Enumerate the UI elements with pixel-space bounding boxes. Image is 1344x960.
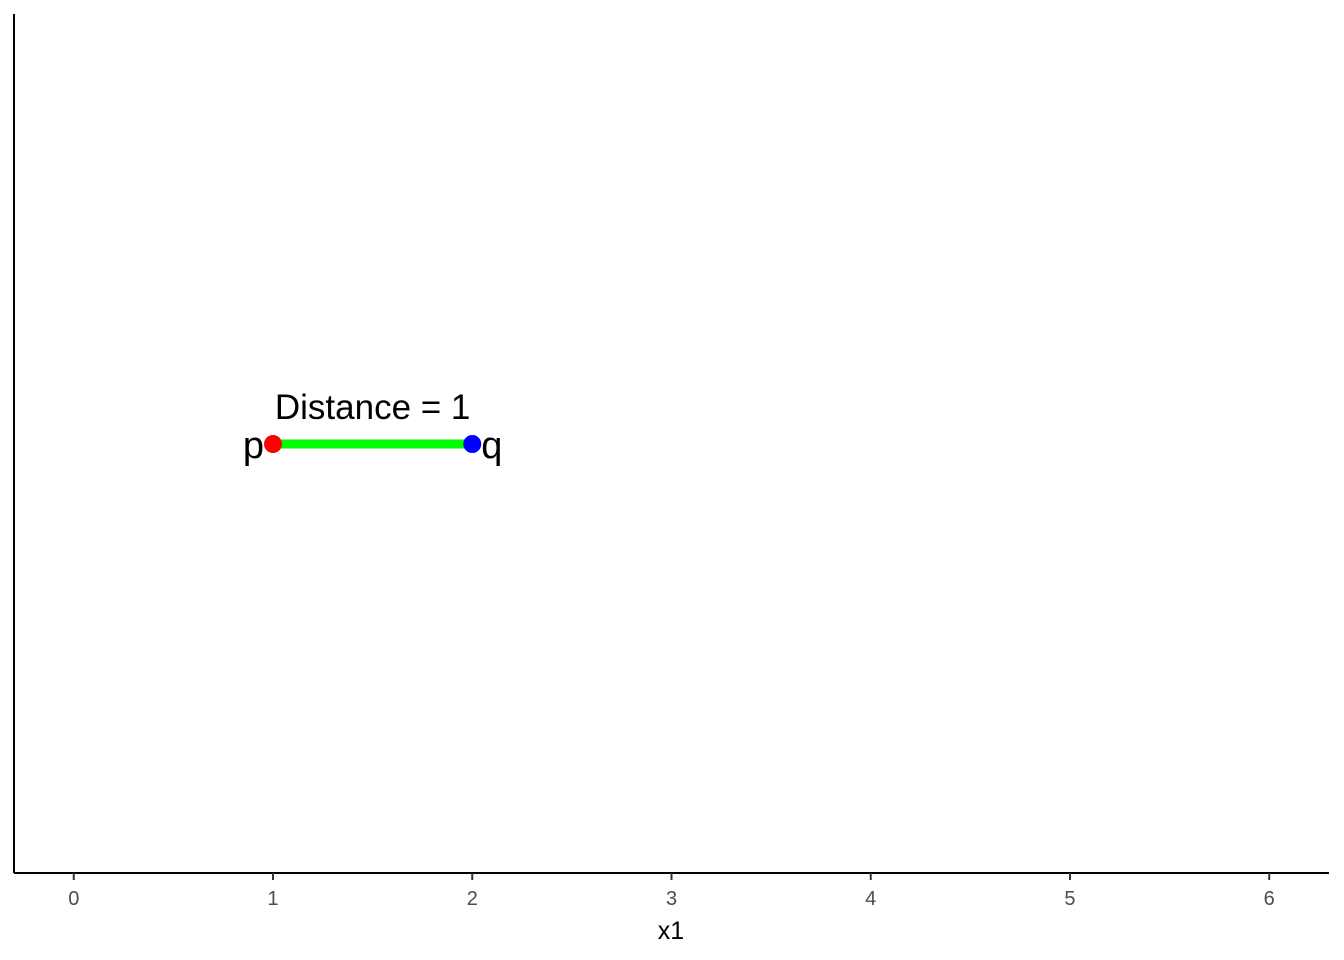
- x-tick-label: 0: [68, 888, 79, 910]
- distance-annotation: Distance = 1: [275, 388, 471, 427]
- x-axis-title: x1: [658, 917, 684, 945]
- x-axis-ticks: 0 1 2 3 4 5 6: [68, 873, 1275, 910]
- x-tick-label: 4: [865, 888, 876, 910]
- x-tick-label: 3: [666, 888, 677, 910]
- x-tick-label: 6: [1264, 888, 1275, 910]
- x-tick-label: 1: [267, 888, 278, 910]
- point-label-q: q: [481, 425, 502, 467]
- point-label-p: p: [243, 425, 264, 467]
- x-tick-label: 2: [467, 888, 478, 910]
- point-p: [264, 435, 283, 453]
- x-tick-label: 5: [1064, 888, 1075, 910]
- point-q: [463, 435, 482, 453]
